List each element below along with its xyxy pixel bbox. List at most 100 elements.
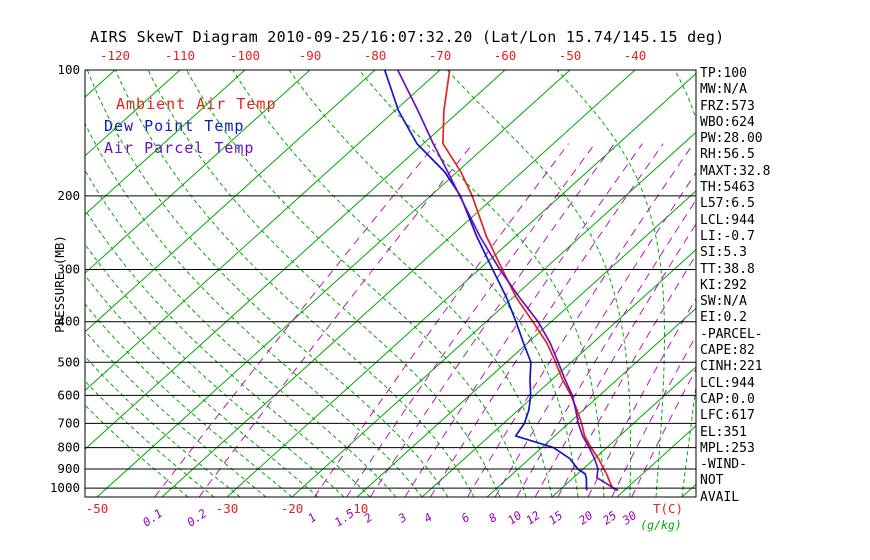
- moist-adiabat--4c: [85, 169, 397, 497]
- pressure-tick-label-400: 400: [57, 314, 80, 329]
- pressure-tick-label-200: 200: [57, 188, 80, 203]
- series-ambient-air-temp: [442, 70, 619, 492]
- moist-adiabat-8c: [114, 70, 475, 497]
- moist-adiabat-0c: [85, 122, 423, 497]
- pressure-axis-title: PRESSURE (MB): [52, 235, 67, 333]
- stats-line: WBO:624: [700, 114, 755, 130]
- pressure-tick-label-600: 600: [57, 387, 80, 402]
- stats-line: EI:0.2: [700, 310, 747, 326]
- stats-line: MPL:253: [700, 440, 755, 456]
- mixing-ratio-line-2: [369, 143, 615, 497]
- pressure-tick-label-1000: 1000: [50, 480, 80, 495]
- moist-adiabat-40c: [674, 70, 696, 497]
- stats-line: -PARCEL-: [700, 326, 763, 342]
- mixing-ratio-label-12: 12: [523, 508, 542, 527]
- moist-adiabat--32c: [85, 380, 215, 497]
- stats-line: -WIND-: [700, 457, 747, 473]
- isotherm--10c: [356, 190, 696, 497]
- pressure-tick-label-100: 100: [57, 62, 80, 77]
- moist-adiabat-20c: [232, 70, 553, 497]
- mixing-ratio-label-10: 10: [505, 508, 524, 527]
- bottom-temp-label--20: -20: [281, 501, 304, 516]
- stats-line: MW:N/A: [700, 82, 747, 98]
- pressure-tick-label-900: 900: [57, 461, 80, 476]
- stats-line: MAXT:32.8: [700, 163, 771, 179]
- mixing-ratio-label-1: 1: [305, 510, 319, 525]
- top-temp-label--100: -100: [230, 48, 260, 63]
- top-temp-label--80: -80: [364, 48, 387, 63]
- isotherm-10c: [486, 307, 696, 497]
- legend-ambient-air-temp: Ambient Air Temp: [116, 95, 277, 113]
- stats-line: TT:38.8: [700, 261, 755, 277]
- top-temp-label--40: -40: [624, 48, 647, 63]
- moist-adiabat--20c: [85, 303, 293, 497]
- pressure-tick-label-300: 300: [57, 262, 80, 277]
- bottom-temp-label--50: -50: [86, 501, 109, 516]
- stats-line: KI:292: [700, 277, 747, 293]
- stats-line: NOT: [700, 473, 724, 489]
- stats-line: CAP:0.0: [700, 391, 755, 407]
- moist-adiabat-16c: [186, 70, 527, 497]
- mixing-ratio-label-0.1: 0.1: [140, 506, 165, 529]
- stats-line: LI:-0.7: [700, 228, 755, 244]
- stats-line: LCL:944: [700, 212, 755, 228]
- stats-line: TH:5463: [700, 180, 755, 196]
- stats-line: LCL:944: [700, 375, 755, 391]
- stats-panel: TP:100 MW:N/A FRZ:573 WBO:624 PW:28.00 RH:56.…: [700, 66, 868, 506]
- bottom-temp-label--30: -30: [216, 501, 239, 516]
- top-temp-label--90: -90: [299, 48, 322, 63]
- stats-line: CINH:221: [700, 359, 763, 375]
- stats-line: RH:56.5: [700, 147, 755, 163]
- isotherm--40c: [161, 70, 636, 497]
- bottom-temp-label--10: -10: [346, 501, 369, 516]
- isotherm-20c: [551, 366, 696, 497]
- isotherm-0c: [421, 248, 696, 497]
- moist-adiabat-12c: [147, 70, 501, 497]
- mixing-ratio-label-20: 20: [576, 508, 595, 527]
- stats-line: TP:100: [700, 66, 747, 81]
- stats-line: PW:28.00: [700, 131, 763, 147]
- mixing-ratio-line-0.1: [154, 143, 437, 497]
- mixing-ratio-label-4: 4: [421, 510, 435, 525]
- moist-adiabat--16c: [85, 274, 319, 497]
- legend-air-parcel-temp: Air Parcel Temp: [104, 139, 255, 157]
- mixing-ratio-line-6: [467, 143, 694, 497]
- top-temp-label--60: -60: [494, 48, 517, 63]
- stats-line: L57:6.5: [700, 196, 755, 212]
- mixing-ratio-label-6: 6: [459, 510, 473, 525]
- stats-line: AVAIL: [700, 489, 740, 505]
- mixing-ratio-label-3: 3: [395, 510, 410, 526]
- series-dew-point-temp: [383, 70, 588, 491]
- temp-axis-unit-label: T(C): [653, 501, 683, 516]
- top-temp-label--110: -110: [165, 48, 195, 63]
- pressure-tick-label-800: 800: [57, 440, 80, 455]
- moist-adiabat-36c: [556, 70, 665, 497]
- mixing-ratio-label-25: 25: [600, 508, 619, 527]
- mixing-ratio-line-0.2: [198, 143, 474, 497]
- mixing-ratio-label-15: 15: [546, 508, 565, 527]
- isotherm--110c: [85, 70, 181, 157]
- mixing-ratio-label-30: 30: [619, 508, 639, 528]
- moist-adiabat-4c: [86, 70, 449, 497]
- plot-frame: [84, 69, 697, 498]
- top-temp-label--120: -120: [100, 48, 130, 63]
- moist-adiabat--36c: [85, 404, 189, 497]
- mixing-ratio-line-3: [404, 143, 643, 497]
- moist-adiabat--8c: [85, 208, 371, 497]
- stats-line: SI:5.3: [700, 245, 747, 261]
- isotherm--50c: [96, 70, 571, 497]
- stats-line: SW:N/A: [700, 294, 747, 310]
- isotherm--20c: [291, 131, 696, 497]
- mixing-ratio-unit-label: (g/kg): [640, 518, 682, 532]
- stats-line: CAPE:82: [700, 343, 755, 359]
- pressure-tick-label-500: 500: [57, 354, 80, 369]
- moist-adiabat--12c: [85, 243, 345, 497]
- mixing-ratio-label-8: 8: [486, 510, 500, 525]
- chart-title: AIRS SkewT Diagram 2010-09-25/16:07:32.2…: [90, 28, 725, 46]
- mixing-ratio-label-2: 2: [361, 510, 375, 525]
- moist-adiabat--24c: [85, 330, 267, 497]
- mixing-ratio-line-1.5: [346, 143, 596, 497]
- stats-line: FRZ:573: [700, 98, 755, 114]
- mixing-ratio-label-0.2: 0.2: [184, 506, 209, 529]
